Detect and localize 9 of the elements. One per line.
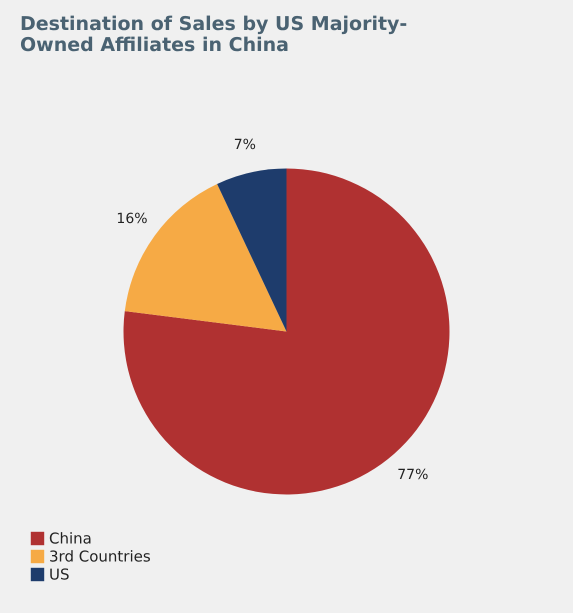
- text: Owned Affiliates in China: [20, 34, 289, 56]
- data-label: 77%: [397, 466, 428, 483]
- text: Destination of Sales by US Majority-: [20, 13, 408, 35]
- data-label: 16%: [116, 211, 148, 228]
- pie-slice: [217, 168, 286, 332]
- data-label: 7%: [234, 137, 256, 154]
- legend-label: China: [49, 530, 92, 548]
- legend-label: US: [49, 566, 70, 584]
- legend-label: 3rd Countries: [49, 548, 151, 566]
